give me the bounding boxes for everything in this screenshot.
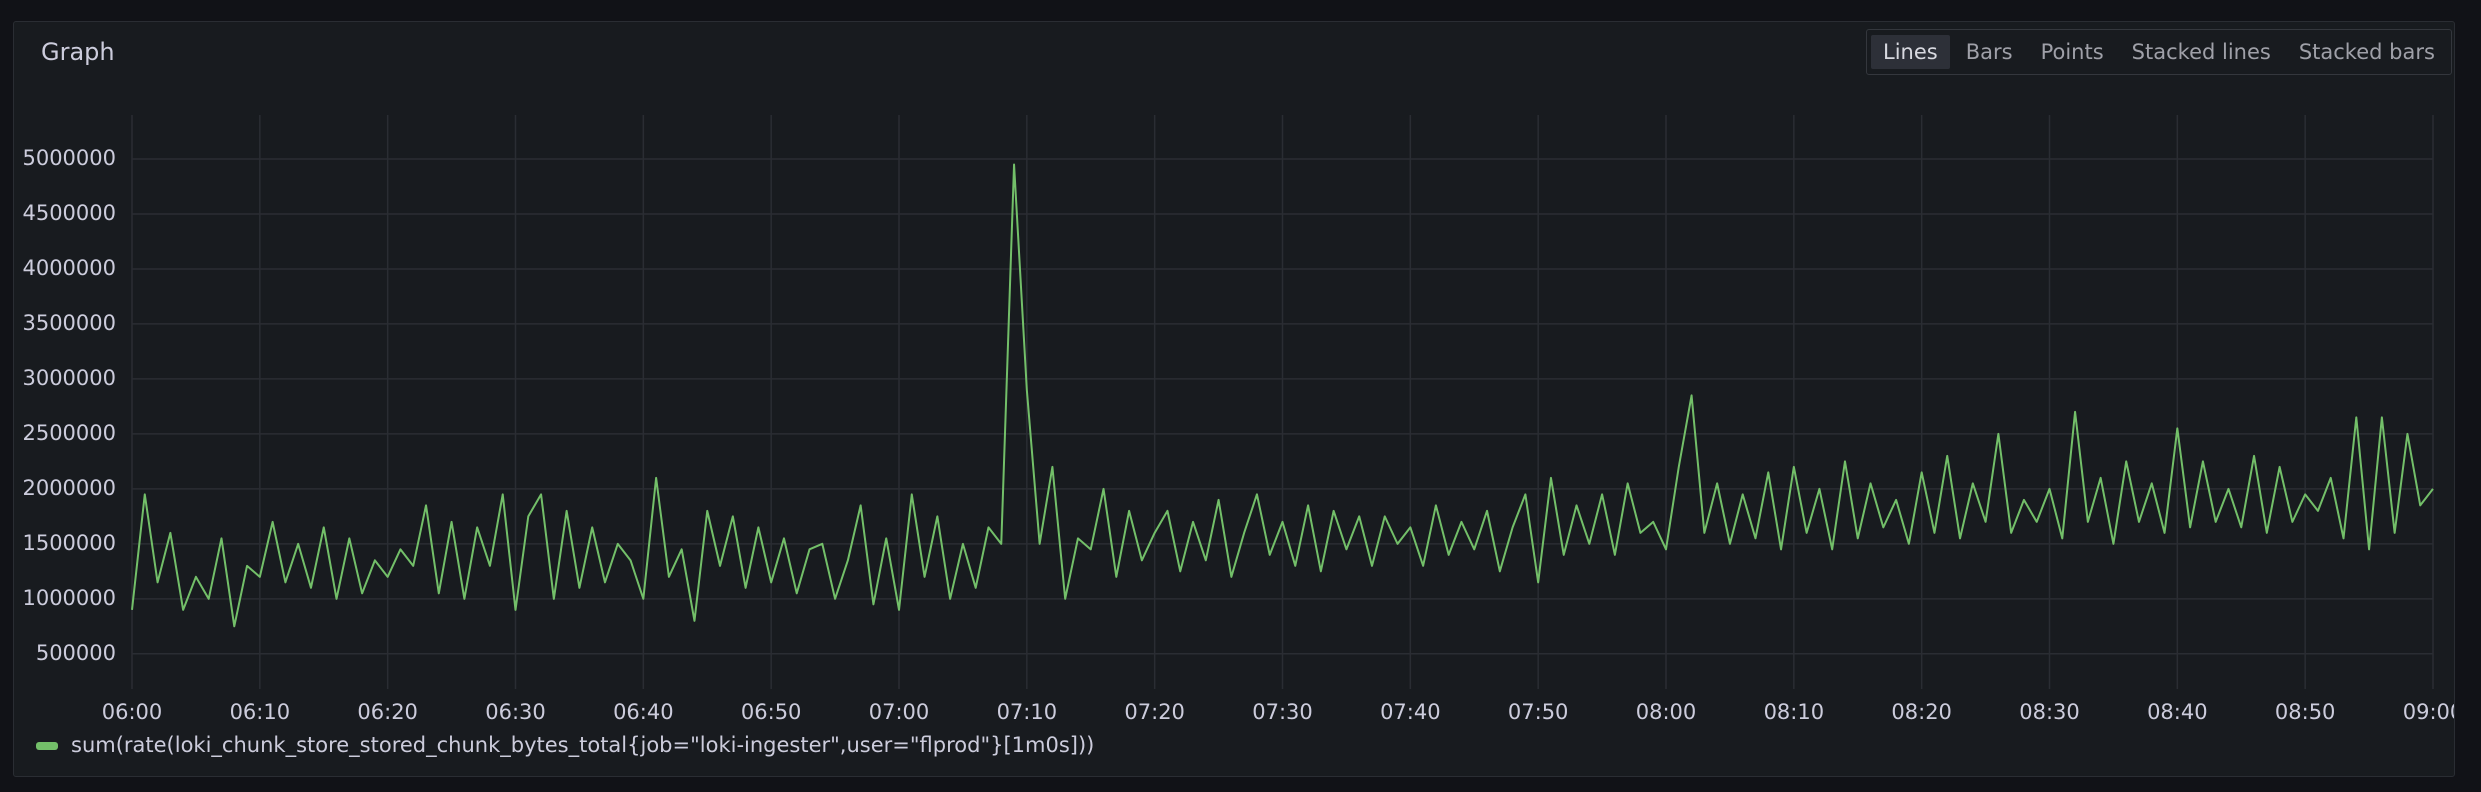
y-tick-label: 4000000 — [22, 256, 116, 280]
panel-title: Graph — [41, 38, 115, 66]
x-tick-label: 06:20 — [357, 700, 418, 724]
view-button[interactable]: Points — [2040, 40, 2104, 64]
legend-swatch — [36, 742, 58, 750]
y-tick-label: 3000000 — [22, 366, 116, 390]
y-tick-label: 1000000 — [22, 586, 116, 610]
x-tick-label: 07:10 — [997, 700, 1058, 724]
y-tick-label: 2000000 — [22, 476, 116, 500]
x-tick-label: 08:50 — [2275, 700, 2336, 724]
y-tick-label: 4500000 — [22, 201, 116, 225]
legend-label: sum(rate(loki_chunk_store_stored_chunk_b… — [71, 733, 1094, 758]
x-tick-label: 06:40 — [613, 700, 674, 724]
y-tick-label: 1500000 — [22, 531, 116, 555]
x-tick-label: 06:30 — [485, 700, 546, 724]
x-tick-label: 06:10 — [230, 700, 291, 724]
x-tick-label: 07:40 — [1380, 700, 1441, 724]
view-button[interactable]: Stacked lines — [2131, 40, 2271, 64]
x-tick-label: 06:00 — [102, 700, 163, 724]
x-tick-label: 07:00 — [869, 700, 930, 724]
x-tick-label: 06:50 — [741, 700, 802, 724]
y-tick-label: 500000 — [36, 641, 116, 665]
view-button[interactable]: Bars — [1965, 40, 2013, 64]
x-tick-label: 08:10 — [1764, 700, 1825, 724]
x-tick-label: 07:50 — [1508, 700, 1569, 724]
y-tick-label: 2500000 — [22, 421, 116, 445]
x-tick-label: 09:00 — [2403, 700, 2455, 724]
x-tick-label: 08:20 — [1891, 700, 1952, 724]
chart: 500000 1000000 1500000 2000000 2500000 300000… — [22, 115, 2455, 758]
view-toolbar: Lines Bars Points Stacked lines Stacked bars — [1866, 29, 2452, 75]
panel: 500000 1000000 1500000 2000000 2500000 300000… — [13, 21, 2455, 777]
x-tick-label: 08:30 — [2019, 700, 2080, 724]
x-tick-label: 07:20 — [1124, 700, 1185, 724]
x-tick-label: 07:30 — [1252, 700, 1313, 724]
series-line — [131, 163, 2434, 628]
x-tick-label: 08:00 — [1636, 700, 1697, 724]
view-button[interactable]: Lines — [1871, 35, 1950, 69]
view-button[interactable]: Stacked bars — [2298, 40, 2435, 64]
y-tick-label: 5000000 — [22, 146, 116, 170]
x-tick-label: 08:40 — [2147, 700, 2208, 724]
y-tick-label: 3500000 — [22, 311, 116, 335]
